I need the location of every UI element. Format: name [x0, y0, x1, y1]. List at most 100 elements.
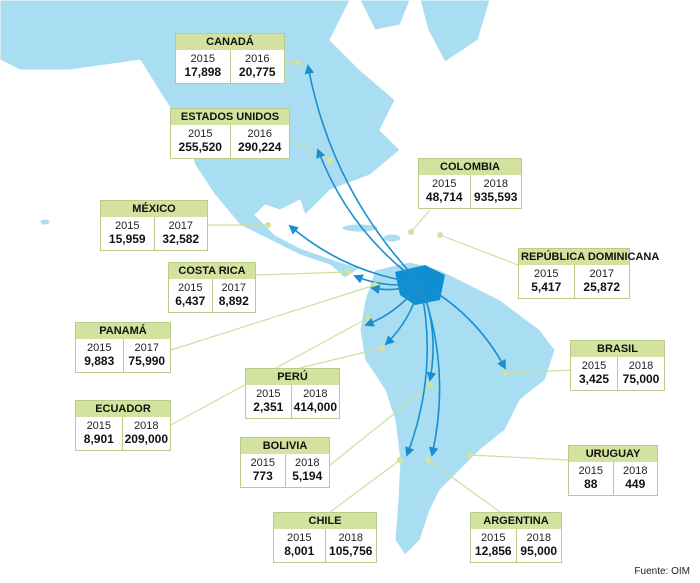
value: 88 [584, 477, 598, 491]
destination-dot [379, 345, 385, 351]
migration-arrow [353, 274, 421, 286]
year-column: 2015 15,959 [101, 217, 154, 250]
value: 75,000 [622, 372, 660, 386]
country-box: PERÚ 2015 2,351 2018 414,000 [245, 368, 340, 419]
year: 2018 [483, 178, 508, 190]
value: 25,872 [583, 280, 621, 294]
year-column: 2015 2,351 [246, 385, 291, 418]
migration-arrow [384, 282, 421, 346]
year: 2017 [168, 220, 193, 232]
year-column: 2016 20,775 [229, 50, 285, 83]
leader-line [329, 384, 431, 466]
south-america [359, 261, 556, 556]
country-body: 2015 3,425 2018 75,000 [571, 357, 664, 390]
value: 9,883 [84, 354, 115, 368]
country-name: PANAMÁ [76, 323, 170, 339]
year: 2016 [245, 53, 270, 65]
year-column: 2015 9,883 [76, 339, 123, 372]
year: 2017 [589, 268, 614, 280]
year-column: 2018 449 [612, 462, 658, 495]
country-body: 2015 12,856 2018 95,000 [471, 529, 561, 562]
country-body: 2015 6,437 2017 8,892 [169, 279, 255, 312]
year-column: 2015 17,898 [176, 50, 230, 83]
country-box: CANADÁ 2015 17,898 2016 20,775 [175, 33, 285, 84]
year: 2015 [256, 388, 281, 400]
arctic-islands [359, 0, 411, 31]
leader-line [170, 284, 376, 351]
destination-dot [408, 229, 414, 235]
value: 95,000 [520, 544, 558, 558]
country-name: ECUADOR [76, 401, 170, 417]
country-box: REPÚBLICA DOMINICANA 2015 5,417 2017 25,872 [518, 248, 660, 299]
value: 20,775 [238, 65, 276, 79]
migration-arrow [419, 282, 506, 370]
country-name: COLOMBIA [419, 159, 521, 175]
value: 17,898 [184, 65, 222, 79]
leader-line [255, 271, 349, 276]
destination-dot [502, 370, 508, 376]
value: 8,892 [218, 294, 249, 308]
country-name: CANADÁ [176, 34, 284, 50]
country-name: REPÚBLICA DOMINICANA [519, 249, 660, 265]
cuba [341, 223, 379, 233]
year-column: 2017 25,872 [573, 265, 630, 298]
year-column: 2015 773 [241, 454, 285, 487]
country-body: 2015 88 2018 449 [569, 462, 657, 495]
country-body: 2015 2,351 2018 414,000 [246, 385, 339, 418]
year: 2015 [86, 420, 112, 432]
year: 2018 [303, 388, 328, 400]
country-box: BRASIL 2015 3,425 2018 75,000 [570, 340, 665, 391]
greenland [419, 0, 491, 63]
value: 773 [252, 469, 273, 483]
country-name: MÉXICO [101, 201, 207, 217]
migration-arrow [304, 64, 421, 284]
year: 2017 [221, 282, 246, 294]
country-body: 2015 15,959 2017 32,582 [101, 217, 207, 250]
value: 48,714 [425, 190, 463, 204]
year-column: 2015 88 [569, 462, 613, 495]
year: 2017 [134, 342, 159, 354]
leader-line [299, 347, 383, 369]
country-box: URUGUAY 2015 88 2018 449 [568, 445, 658, 496]
value: 75,990 [128, 354, 166, 368]
value: 209,000 [124, 432, 168, 446]
destination-dot [265, 222, 271, 228]
country-box: PANAMÁ 2015 9,883 2017 75,990 [75, 322, 171, 373]
country-body: 2015 48,714 2018 935,593 [419, 175, 521, 208]
year: 2018 [623, 465, 648, 477]
source: Fuente: OIM [634, 566, 690, 577]
year-column: 2015 3,425 [571, 357, 617, 390]
country-name: ESTADOS UNIDOS [171, 109, 289, 125]
value: 8,901 [83, 432, 114, 446]
year-column: 2018 5,194 [284, 454, 330, 487]
leader-line [427, 459, 501, 513]
country-box: COSTA RICA 2015 6,437 2017 8,892 [168, 262, 256, 313]
leader-line [469, 454, 569, 461]
country-box: MÉXICO 2015 15,959 2017 32,582 [100, 200, 208, 251]
year-column: 2016 290,224 [229, 125, 290, 158]
migration-arrow [405, 282, 429, 457]
year-column: 2015 6,437 [169, 279, 212, 312]
year: 2015 [188, 128, 213, 140]
value: 105,756 [329, 544, 373, 558]
destination-dot [345, 269, 351, 275]
year: 2018 [134, 420, 159, 432]
value: 414,000 [293, 400, 337, 414]
country-body: 2015 9,883 2017 75,990 [76, 339, 170, 372]
year: 2015 [481, 532, 506, 544]
hispaniola [382, 233, 402, 243]
year: 2015 [115, 220, 140, 232]
value: 255,520 [178, 140, 222, 154]
destination-dot [327, 157, 333, 163]
country-box: ESTADOS UNIDOS 2015 255,520 2016 290,224 [170, 108, 290, 159]
value: 5,417 [531, 280, 562, 294]
country-name: PERÚ [246, 369, 339, 385]
migration-arrow [316, 148, 421, 284]
country-name: BRASIL [571, 341, 664, 357]
year: 2015 [250, 457, 275, 469]
country-name: BOLIVIA [241, 438, 329, 454]
year-column: 2018 935,593 [469, 175, 522, 208]
year: 2015 [432, 178, 457, 190]
year: 2015 [578, 465, 603, 477]
